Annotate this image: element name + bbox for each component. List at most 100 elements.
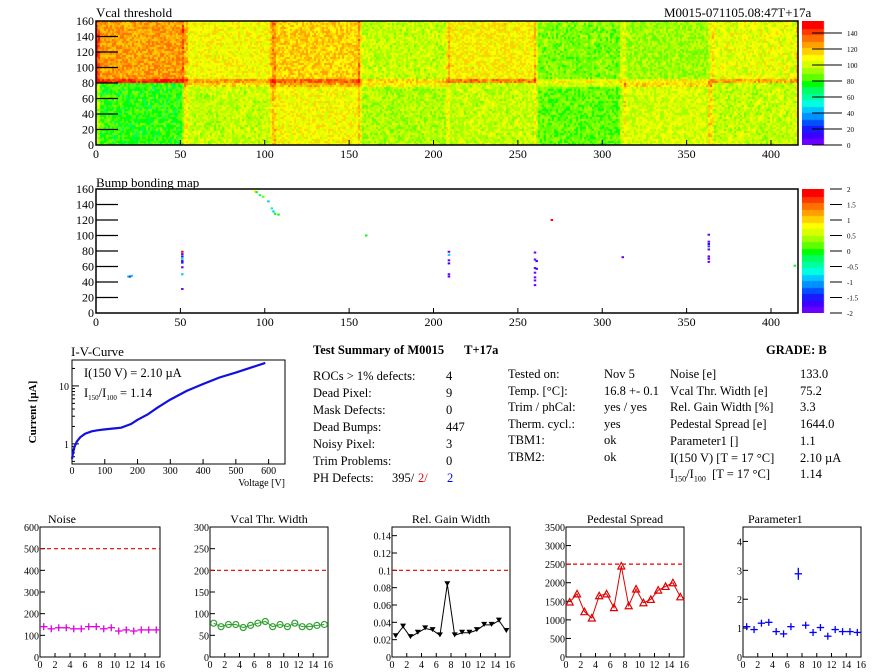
data-point <box>772 628 780 636</box>
summary-right-label: Pedestal Spread [e] <box>670 417 767 432</box>
y-tick-label: 80 <box>82 244 94 258</box>
defect-pixel <box>130 274 133 277</box>
data-point <box>130 627 138 635</box>
data-point <box>809 628 817 636</box>
defect-pixel <box>255 191 258 194</box>
data-point <box>137 626 145 634</box>
y-tick-label: 80 <box>82 76 94 90</box>
data-point <box>239 623 247 632</box>
y-tick-label: 0.14 <box>374 532 392 543</box>
data-point <box>305 623 314 631</box>
x-tick-label: 10 <box>279 660 289 671</box>
data-point <box>422 625 429 631</box>
x-tick-label: 6 <box>83 660 88 671</box>
y-tick-label: 200 <box>24 610 39 621</box>
data-point <box>414 629 421 635</box>
data-point <box>587 613 597 622</box>
y-tick-label: 2500 <box>545 560 565 571</box>
data-point <box>47 625 55 633</box>
iv-xlabel: Voltage [V] <box>238 478 285 489</box>
y-tick-label: 160 <box>76 182 94 196</box>
y-tick-label: 0 <box>204 653 209 664</box>
x-tick-label: 0 <box>93 315 99 329</box>
summary-tag: T+17a <box>464 343 499 357</box>
z-tick-label: -0.5 <box>847 264 859 272</box>
iv-x-tick-label: 200 <box>130 466 145 477</box>
defect-pixel <box>533 276 537 279</box>
y-tick-label: 0.08 <box>374 584 392 595</box>
data-point <box>444 581 451 587</box>
data-point <box>261 617 269 626</box>
y-tick-label: 300 <box>24 588 39 599</box>
x-tick-label: 200 <box>425 315 443 329</box>
iv-frame <box>71 359 286 465</box>
y-tick-label: 60 <box>82 260 94 274</box>
iv-x-tick-label: 600 <box>261 466 276 477</box>
chart-title: Rel. Gain Width <box>412 512 490 526</box>
x-tick-label: 350 <box>678 315 696 329</box>
z-tick-label: 0.5 <box>847 233 856 241</box>
z-tick-label: 80 <box>847 78 855 86</box>
summary-right-value: 2.10 µA <box>800 450 842 465</box>
chart-title: Noise <box>48 512 76 526</box>
y-tick-label: 2000 <box>545 579 565 590</box>
y-tick-label: 0 <box>560 653 565 664</box>
x-tick-label: 8 <box>267 660 272 671</box>
y-tick-label: 120 <box>76 213 94 227</box>
x-tick-label: 14 <box>308 660 318 671</box>
chart-title: Pedestal Spread <box>587 512 663 526</box>
data-point <box>115 627 123 635</box>
y-tick-label: 600 <box>24 523 39 534</box>
iv-x-tick-label: 500 <box>228 466 243 477</box>
vcal-color-scale <box>802 21 842 145</box>
x-tick-label: 16 <box>155 660 165 671</box>
summary-left-value: 4 <box>446 369 453 383</box>
x-tick-label: 4 <box>68 660 73 671</box>
x-tick-label: 8 <box>98 660 103 671</box>
defect-pixel <box>258 194 262 197</box>
chart-title: Vcal Thr. Width <box>230 512 307 526</box>
data-point <box>488 621 495 627</box>
defect-pixel <box>707 245 711 248</box>
data-point <box>579 606 589 616</box>
ratio-row-value: 1.14 <box>800 467 822 481</box>
y-tick-label: 500 <box>24 545 39 556</box>
x-tick-label: 150 <box>340 315 358 329</box>
z-tick-label: 1.5 <box>847 202 856 210</box>
ratio-row-label: I150/I100 [T = 17 °C] <box>670 466 770 488</box>
x-tick-label: 8 <box>449 660 454 671</box>
y-tick-label: 0.02 <box>374 636 392 647</box>
data-point <box>794 567 802 580</box>
defect-pixel <box>128 275 132 278</box>
x-tick-label: 400 <box>762 315 780 329</box>
x-tick-label: 14 <box>140 660 150 671</box>
grade: GRADE: B <box>766 343 827 357</box>
data-point <box>298 623 306 631</box>
summary-left-label: Trim Problems: <box>313 454 392 468</box>
summary-left-value: 9 <box>446 386 453 400</box>
x-tick-label: 400 <box>762 147 780 161</box>
summary-mid-value: yes <box>604 416 621 431</box>
data-point <box>145 626 153 634</box>
x-tick-label: 6 <box>608 660 613 671</box>
data-point <box>92 623 100 631</box>
ph-defects-label: PH Defects: <box>313 471 374 485</box>
y-tick-label: 0 <box>34 653 39 664</box>
z-tick-label: -1.5 <box>847 295 859 303</box>
iv-curve-line <box>70 361 266 460</box>
summary-mid-value: ok <box>604 433 617 447</box>
defect-pixel <box>365 234 368 237</box>
y-tick-label: 0.04 <box>374 618 392 629</box>
data-point <box>624 600 634 610</box>
iv-title: I-V-Curve <box>71 344 124 359</box>
x-tick-label: 12 <box>125 660 135 671</box>
y-tick-label: 3 <box>737 566 742 577</box>
data-point <box>224 620 233 629</box>
x-tick-label: 16 <box>679 660 689 671</box>
x-tick-label: 50 <box>174 147 186 161</box>
x-tick-label: 0 <box>390 660 395 671</box>
chart-title: Parameter1 <box>748 512 803 526</box>
iv-y-tick-label: 1 <box>64 440 69 451</box>
